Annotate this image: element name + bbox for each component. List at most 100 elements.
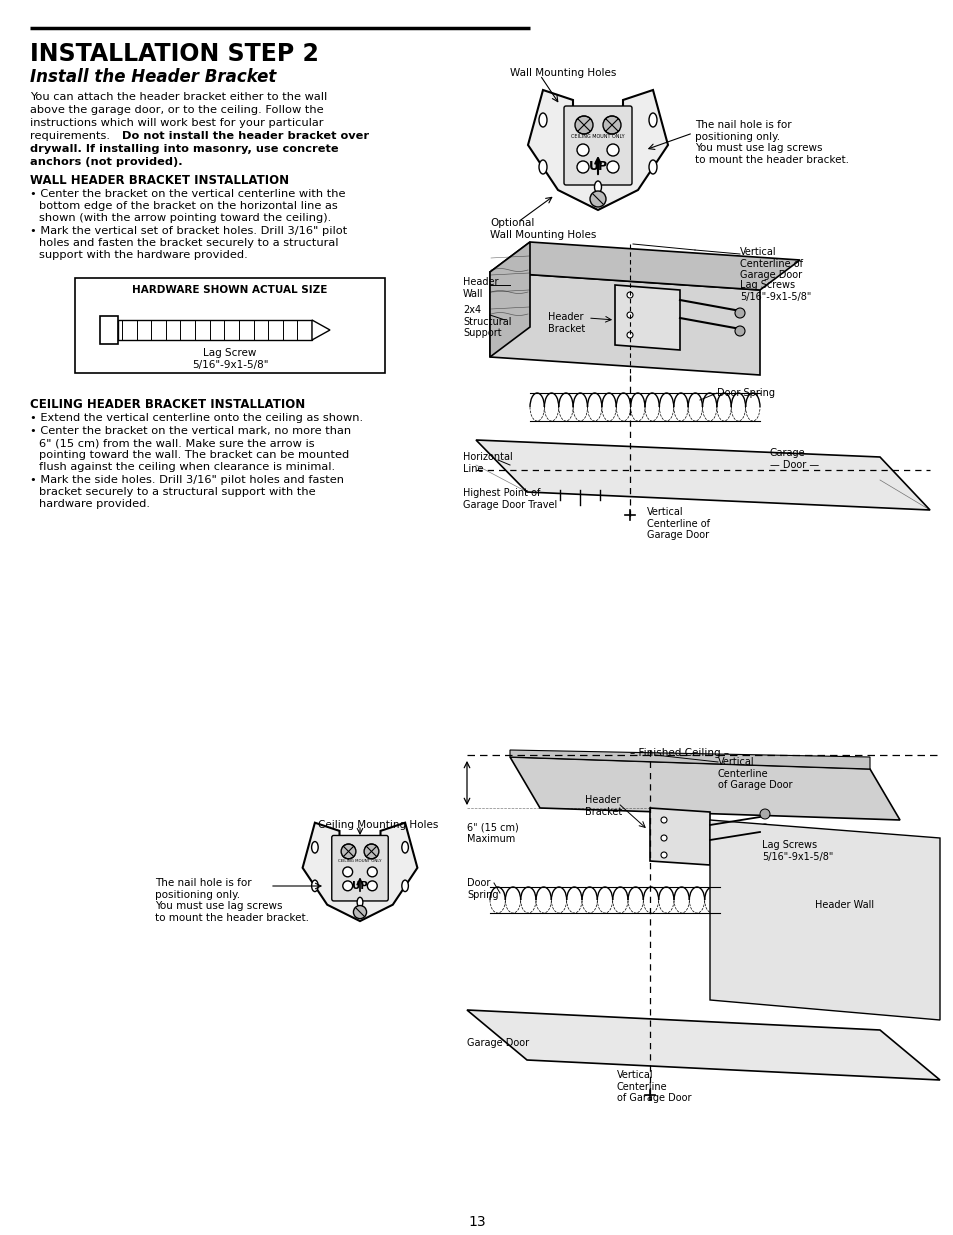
Text: Vertical
Centerline
of Garage Door: Vertical Centerline of Garage Door	[718, 757, 792, 790]
Circle shape	[734, 308, 744, 317]
Text: anchors (not provided).: anchors (not provided).	[30, 157, 182, 167]
Text: Vertical
Centerline of
Garage Door: Vertical Centerline of Garage Door	[740, 247, 802, 280]
Polygon shape	[709, 820, 939, 1020]
Polygon shape	[649, 808, 709, 864]
Text: UP: UP	[588, 161, 607, 173]
Text: Install the Header Bracket: Install the Header Bracket	[30, 68, 276, 86]
Text: support with the hardware provided.: support with the hardware provided.	[39, 249, 248, 261]
Circle shape	[367, 867, 376, 877]
Circle shape	[626, 332, 633, 338]
Text: Header
Wall: Header Wall	[462, 277, 498, 299]
Polygon shape	[527, 90, 667, 210]
Text: HARDWARE SHOWN ACTUAL SIZE: HARDWARE SHOWN ACTUAL SIZE	[132, 285, 327, 295]
Text: 6" (15 cm)
Maximum: 6" (15 cm) Maximum	[467, 823, 518, 844]
Text: The nail hole is for
positioning only.
You must use lag screws
to mount the head: The nail hole is for positioning only. Y…	[695, 120, 848, 164]
Text: 6" (15 cm) from the wall. Make sure the arrow is: 6" (15 cm) from the wall. Make sure the …	[39, 438, 314, 448]
Text: Do not install the header bracket over: Do not install the header bracket over	[122, 131, 369, 141]
Text: holes and fasten the bracket securely to a structural: holes and fasten the bracket securely to…	[39, 238, 338, 248]
Circle shape	[577, 144, 588, 156]
Text: Optional
Wall Mounting Holes: Optional Wall Mounting Holes	[490, 219, 596, 240]
Circle shape	[342, 867, 353, 877]
Text: Horizontal
Line: Horizontal Line	[462, 452, 512, 473]
Text: INSTALLATION STEP 2: INSTALLATION STEP 2	[30, 42, 318, 65]
Text: Vertical
Centerline
of Garage Door: Vertical Centerline of Garage Door	[617, 1070, 691, 1103]
Text: CEILING MOUNT ONLY: CEILING MOUNT ONLY	[571, 135, 624, 140]
Circle shape	[589, 191, 605, 207]
Polygon shape	[615, 285, 679, 350]
Text: WALL HEADER BRACKET INSTALLATION: WALL HEADER BRACKET INSTALLATION	[30, 174, 289, 186]
Text: Lag Screws
5/16"-9x1-5/8": Lag Screws 5/16"-9x1-5/8"	[761, 840, 833, 862]
Circle shape	[660, 835, 666, 841]
Circle shape	[626, 312, 633, 317]
Text: Lag Screws
5/16"-9x1-5/8": Lag Screws 5/16"-9x1-5/8"	[740, 280, 810, 301]
Text: Door Spring: Door Spring	[717, 388, 774, 398]
Circle shape	[626, 291, 633, 298]
Bar	[118, 320, 312, 340]
Text: • Center the bracket on the vertical mark, no more than: • Center the bracket on the vertical mar…	[30, 426, 351, 436]
Text: hardware provided.: hardware provided.	[39, 499, 150, 509]
Circle shape	[760, 824, 769, 834]
Ellipse shape	[312, 881, 318, 892]
Circle shape	[577, 161, 588, 173]
Polygon shape	[510, 750, 869, 769]
Text: bracket securely to a structural support with the: bracket securely to a structural support…	[39, 487, 315, 496]
Text: Ceiling Mounting Holes: Ceiling Mounting Holes	[317, 820, 438, 830]
Polygon shape	[302, 823, 417, 921]
Text: instructions which will work best for your particular: instructions which will work best for yo…	[30, 119, 323, 128]
Text: The nail hole is for
positioning only.
You must use lag screws
to mount the head: The nail hole is for positioning only. Y…	[154, 878, 309, 923]
Bar	[100, 316, 118, 345]
Text: shown (with the arrow pointing toward the ceiling).: shown (with the arrow pointing toward th…	[39, 212, 331, 224]
Polygon shape	[490, 272, 760, 375]
Text: Highest Point of
Garage Door Travel: Highest Point of Garage Door Travel	[462, 488, 557, 510]
Text: pointing toward the wall. The bracket can be mounted: pointing toward the wall. The bracket ca…	[39, 450, 349, 459]
Text: 13: 13	[468, 1215, 485, 1229]
Circle shape	[341, 844, 355, 858]
Text: drywall. If installing into masonry, use concrete: drywall. If installing into masonry, use…	[30, 144, 338, 154]
Text: – Finished Ceiling –: – Finished Ceiling –	[630, 748, 729, 758]
Text: Header Wall: Header Wall	[814, 900, 873, 910]
Text: • Center the bracket on the vertical centerline with the: • Center the bracket on the vertical cen…	[30, 189, 345, 199]
Text: CEILING MOUNT ONLY: CEILING MOUNT ONLY	[338, 860, 381, 863]
Ellipse shape	[312, 841, 318, 853]
Ellipse shape	[594, 182, 601, 193]
Ellipse shape	[648, 161, 657, 174]
Text: bottom edge of the bracket on the horizontal line as: bottom edge of the bracket on the horizo…	[39, 201, 337, 211]
Text: CEILING HEADER BRACKET INSTALLATION: CEILING HEADER BRACKET INSTALLATION	[30, 398, 305, 411]
Text: above the garage door, or to the ceiling. Follow the: above the garage door, or to the ceiling…	[30, 105, 323, 115]
Text: Door
Spring: Door Spring	[467, 878, 498, 899]
Circle shape	[606, 161, 618, 173]
Text: UP: UP	[352, 881, 368, 890]
Ellipse shape	[356, 898, 362, 908]
Circle shape	[760, 809, 769, 819]
Text: • Mark the side holes. Drill 3/16" pilot holes and fasten: • Mark the side holes. Drill 3/16" pilot…	[30, 475, 344, 485]
Polygon shape	[312, 320, 330, 340]
Polygon shape	[490, 242, 800, 290]
Text: Garage
— Door —: Garage — Door —	[769, 448, 819, 469]
Circle shape	[353, 905, 366, 919]
Text: Wall Mounting Holes: Wall Mounting Holes	[510, 68, 616, 78]
Ellipse shape	[401, 881, 408, 892]
FancyBboxPatch shape	[563, 106, 631, 185]
Polygon shape	[490, 242, 530, 357]
Text: • Mark the vertical set of bracket holes. Drill 3/16" pilot: • Mark the vertical set of bracket holes…	[30, 226, 347, 236]
Ellipse shape	[401, 841, 408, 853]
Text: 2x4
Structural
Support: 2x4 Structural Support	[462, 305, 511, 338]
Text: requirements.: requirements.	[30, 131, 113, 141]
Polygon shape	[476, 440, 929, 510]
Circle shape	[364, 844, 378, 858]
Ellipse shape	[538, 161, 546, 174]
Text: Lag Screw
5/16"-9x1-5/8": Lag Screw 5/16"-9x1-5/8"	[192, 348, 268, 369]
Circle shape	[660, 852, 666, 858]
Text: • Extend the vertical centerline onto the ceiling as shown.: • Extend the vertical centerline onto th…	[30, 412, 363, 424]
Circle shape	[602, 116, 620, 135]
Polygon shape	[510, 757, 899, 820]
FancyBboxPatch shape	[332, 835, 388, 902]
Text: Garage Door: Garage Door	[467, 1037, 529, 1049]
Ellipse shape	[538, 112, 546, 127]
Circle shape	[660, 818, 666, 823]
Circle shape	[367, 881, 376, 890]
Circle shape	[342, 881, 353, 890]
Circle shape	[606, 144, 618, 156]
Polygon shape	[467, 1010, 939, 1079]
Text: You can attach the header bracket either to the wall: You can attach the header bracket either…	[30, 91, 327, 103]
